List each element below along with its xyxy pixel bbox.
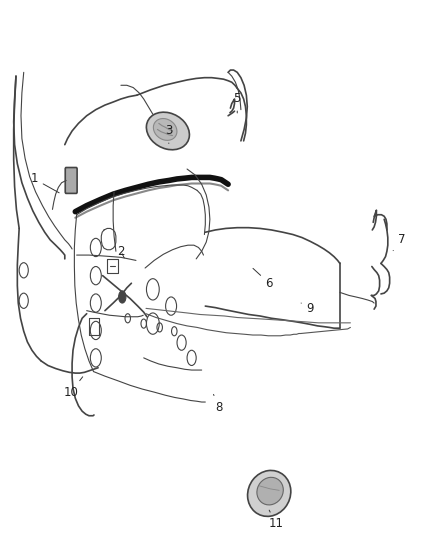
- Circle shape: [119, 291, 126, 303]
- Ellipse shape: [146, 112, 189, 150]
- Text: 6: 6: [253, 269, 273, 290]
- Ellipse shape: [247, 471, 291, 516]
- Text: 7: 7: [393, 233, 405, 251]
- Text: 5: 5: [233, 93, 241, 113]
- Ellipse shape: [153, 118, 177, 140]
- Text: 8: 8: [214, 394, 223, 414]
- Text: 11: 11: [268, 510, 283, 530]
- Text: 10: 10: [63, 377, 83, 399]
- Text: 1: 1: [31, 173, 59, 193]
- Text: 9: 9: [301, 302, 314, 315]
- Ellipse shape: [257, 478, 283, 505]
- Text: 3: 3: [165, 125, 173, 143]
- Text: 2: 2: [117, 245, 125, 258]
- FancyBboxPatch shape: [65, 167, 77, 193]
